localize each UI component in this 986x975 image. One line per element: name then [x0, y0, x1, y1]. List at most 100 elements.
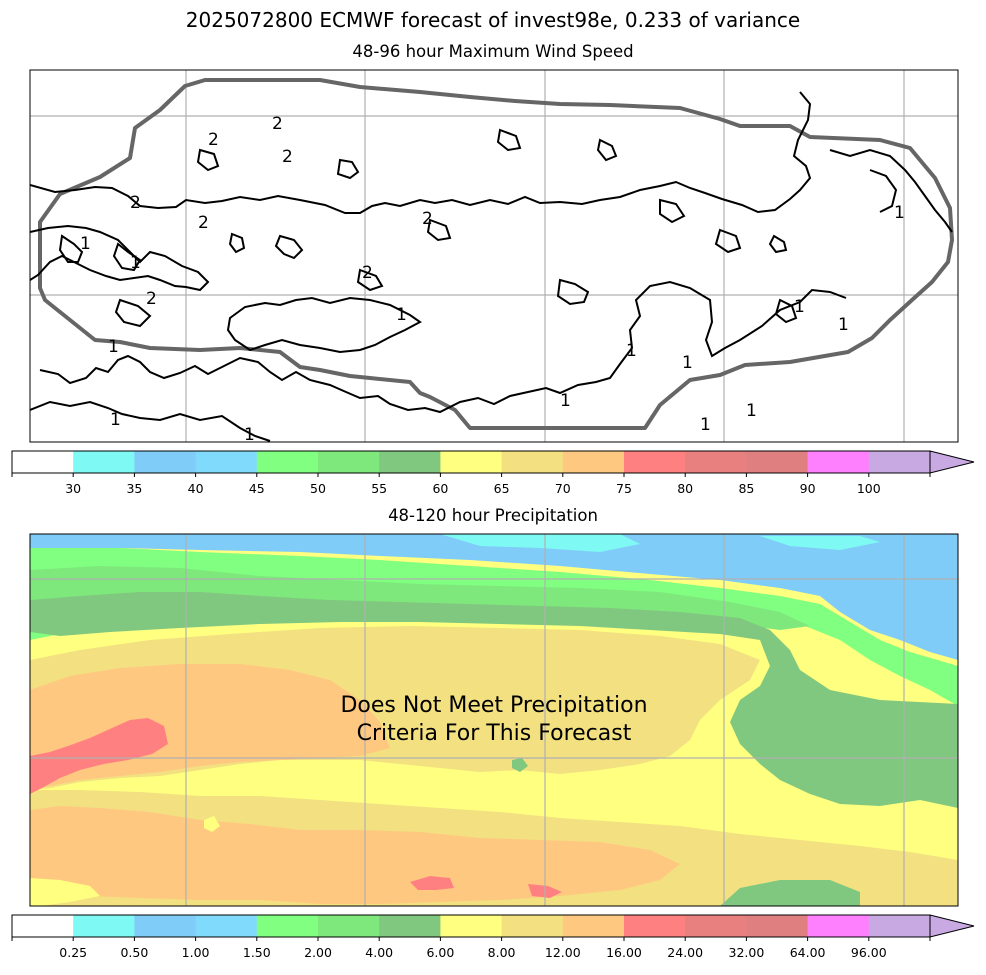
colorbar-segment [256, 451, 319, 473]
precip-region-darkgreen [512, 758, 528, 772]
forecast-boundary-outline [38, 78, 954, 430]
colorbar-segment [379, 451, 441, 473]
figure-title: 2025072800 ECMWF forecast of invest98e, … [185, 8, 801, 32]
contour-label: 1 [838, 315, 849, 335]
contour-label: 2 [208, 130, 219, 150]
precip-map-gridlines [30, 534, 958, 906]
precipitation-map: Does Not Meet Precipitation Criteria For… [29, 533, 959, 907]
colorbar-tick-label: 12.00 [545, 945, 581, 960]
colorbar-tick-label: 4.00 [365, 945, 393, 960]
colorbar-tick-label: 65 [494, 481, 510, 496]
colorbar-tick-label: 30 [65, 481, 81, 496]
colorbar-tick-label: 0.50 [120, 945, 148, 960]
colorbar-outline [11, 914, 930, 938]
contour-label: 1 [110, 410, 121, 430]
colorbar-segment [379, 915, 441, 937]
criteria-notice-line1: Does Not Meet Precipitation [340, 693, 647, 718]
contour-label: 2 [130, 193, 141, 213]
colorbar-segment [440, 915, 502, 937]
contour-label: 1 [396, 305, 407, 325]
colorbar-tick-label: 24.00 [667, 945, 703, 960]
colorbar-segment [868, 915, 931, 937]
colorbar-tick-label: 90 [800, 481, 816, 496]
contour-label: 1 [108, 337, 119, 357]
colorbar-segment [195, 451, 258, 473]
colorbar-tick-label: 40 [188, 481, 204, 496]
contour-label: 1 [80, 234, 91, 254]
colorbar-segment [73, 915, 135, 937]
precip-region-cyan [30, 534, 958, 660]
colorbar-segment [562, 915, 625, 937]
colorbar-segment [195, 915, 258, 937]
colorbar-tick-label: 1.00 [182, 945, 210, 960]
colorbar-tick-label: 1.50 [243, 945, 271, 960]
wind-map-gridlines [30, 70, 958, 442]
colorbar-tick-label: 35 [126, 481, 142, 496]
contour-label: 1 [746, 401, 757, 421]
precip-region-midgreen [30, 566, 810, 632]
colorbar-tick-label: 64.00 [790, 945, 826, 960]
wind-map-frame [29, 69, 959, 443]
colorbar-segment [318, 451, 380, 473]
colorbar-segment [134, 451, 196, 473]
precip-region-yellow [204, 816, 220, 832]
precip-region-red [30, 718, 168, 794]
criteria-notice-line2: Criteria For This Forecast [357, 721, 632, 746]
precipitation-colorbar: 0.25 0.50 1.00 1.50 2.00 4.00 6.00 8.00 12.00 16.… [11, 914, 975, 960]
colorbar-segment [440, 451, 502, 473]
wind-contour-lines [30, 91, 953, 442]
contour-label: 1 [626, 341, 637, 361]
colorbar-tick-label: 70 [555, 481, 571, 496]
contour-label: 1 [894, 203, 905, 223]
colorbar-segment [685, 915, 747, 937]
precip-region-lightcyan [760, 536, 880, 550]
colorbar-tick-label: 8.00 [488, 945, 516, 960]
colorbar-segment [624, 451, 686, 473]
precip-region-red [410, 876, 454, 890]
colorbar-segment [73, 451, 135, 473]
colorbar-tick-label: 75 [616, 481, 632, 496]
colorbar-segment [12, 451, 74, 473]
contour-label: 2 [146, 289, 157, 309]
contour-label: 1 [700, 415, 711, 435]
colorbar-segment [746, 915, 808, 937]
precip-region-darkgreen [720, 880, 860, 906]
colorbar-tick-label: 45 [249, 481, 265, 496]
colorbar-extend-arrow [929, 450, 975, 474]
precip-panel-title: 48-120 hour Precipitation [388, 506, 598, 525]
contour-label: 2 [362, 263, 373, 283]
colorbar-segment [746, 451, 808, 473]
contour-label: 2 [272, 114, 283, 134]
contour-label: 2 [198, 213, 209, 233]
colorbar-tick-label: 55 [371, 481, 387, 496]
precip-region-yellow [30, 878, 100, 906]
colorbar-outline [11, 450, 930, 474]
wind-speed-map: 2 2 2 2 2 2 2 2 1 1 1 1 1 1 1 1 1 1 1 1 [29, 69, 959, 445]
wind-contour-labels: 2 2 2 2 2 2 2 2 1 1 1 1 1 1 1 1 1 1 1 1 [80, 114, 905, 445]
contour-label: 1 [244, 425, 255, 445]
colorbar-segment [12, 915, 74, 937]
contour-label: 1 [560, 391, 571, 411]
colorbar-tick-label: 6.00 [426, 945, 454, 960]
colorbar-tick-label: 50 [310, 481, 326, 496]
contour-label: 1 [682, 353, 693, 373]
colorbar-tick-label: 0.25 [59, 945, 87, 960]
colorbar-segment [868, 451, 931, 473]
colorbar-extend-arrow [929, 914, 975, 938]
colorbar-segment [624, 915, 686, 937]
precip-region-darkgreen [30, 592, 958, 808]
colorbar-segment [501, 915, 564, 937]
colorbar-segment [562, 451, 625, 473]
colorbar-tick-label: 100 [857, 481, 881, 496]
colorbar-tick-label: 85 [738, 481, 754, 496]
colorbar-segment [501, 451, 564, 473]
wind-panel-title: 48-96 hour Maximum Wind Speed [352, 42, 634, 61]
contour-label: 2 [422, 209, 433, 229]
wind-speed-colorbar: 30 35 40 45 50 55 60 65 70 75 80 85 90 100 [11, 450, 975, 496]
precip-region-lightcyan [440, 534, 640, 552]
colorbar-segment [807, 915, 870, 937]
colorbar-tick-label: 16.00 [606, 945, 642, 960]
colorbar-segment [256, 915, 319, 937]
colorbar-segment [807, 451, 870, 473]
